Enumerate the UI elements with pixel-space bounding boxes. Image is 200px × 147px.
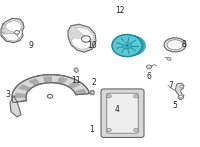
FancyBboxPatch shape [107, 93, 138, 133]
Ellipse shape [167, 40, 183, 50]
Text: 9: 9 [29, 41, 33, 50]
Text: 5: 5 [173, 101, 177, 110]
Polygon shape [74, 68, 78, 73]
Circle shape [167, 57, 171, 60]
Text: 10: 10 [87, 41, 97, 50]
Circle shape [91, 92, 93, 93]
Ellipse shape [115, 35, 142, 56]
Ellipse shape [164, 38, 186, 52]
Circle shape [47, 94, 53, 98]
Circle shape [107, 128, 111, 132]
Polygon shape [1, 18, 24, 43]
Text: 2: 2 [92, 78, 96, 87]
Polygon shape [57, 77, 68, 84]
Ellipse shape [116, 35, 144, 56]
Polygon shape [71, 37, 92, 49]
Polygon shape [17, 29, 22, 38]
Polygon shape [15, 93, 27, 98]
Circle shape [134, 95, 138, 98]
Circle shape [179, 95, 182, 98]
Circle shape [107, 95, 111, 98]
Ellipse shape [112, 35, 142, 57]
Circle shape [180, 85, 183, 88]
Circle shape [82, 36, 90, 42]
Text: 11: 11 [71, 76, 81, 85]
Polygon shape [68, 24, 96, 52]
Circle shape [123, 42, 131, 49]
Polygon shape [28, 78, 40, 86]
Polygon shape [2, 33, 19, 41]
FancyBboxPatch shape [101, 89, 144, 137]
Circle shape [15, 31, 19, 34]
Polygon shape [175, 83, 184, 100]
Polygon shape [75, 27, 93, 40]
Text: 12: 12 [115, 6, 125, 15]
Ellipse shape [118, 35, 146, 56]
Polygon shape [10, 96, 21, 117]
Polygon shape [18, 84, 31, 91]
Text: 8: 8 [182, 40, 186, 49]
Polygon shape [67, 81, 80, 89]
Circle shape [134, 128, 138, 132]
Text: 6: 6 [147, 72, 151, 81]
Text: 4: 4 [115, 105, 119, 114]
Polygon shape [12, 75, 90, 103]
Text: 1: 1 [90, 125, 94, 134]
Text: 7: 7 [169, 81, 173, 90]
Text: 3: 3 [6, 90, 10, 99]
Circle shape [146, 65, 152, 69]
Polygon shape [74, 89, 87, 95]
Polygon shape [90, 90, 95, 95]
Polygon shape [43, 76, 52, 83]
Polygon shape [5, 21, 22, 32]
Ellipse shape [121, 42, 126, 44]
Circle shape [125, 44, 129, 47]
